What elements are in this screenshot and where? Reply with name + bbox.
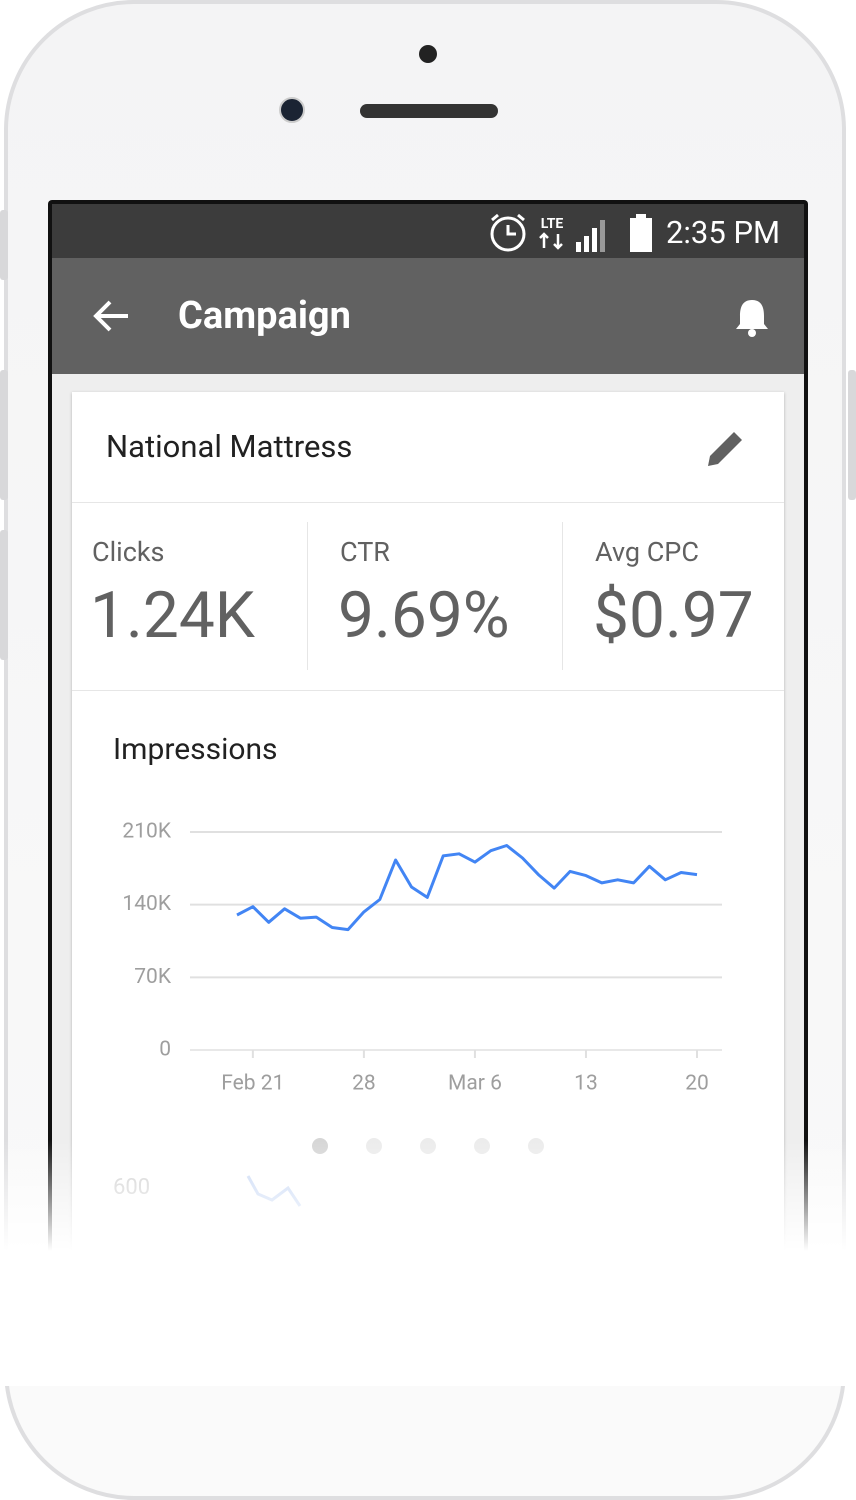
metric-label: CTR xyxy=(340,536,390,568)
network-type: LTE xyxy=(541,216,564,232)
app-bar-title: Campaign xyxy=(178,294,351,338)
side-button xyxy=(848,370,856,500)
x-tick-label: Mar 6 xyxy=(448,1072,502,1096)
divider xyxy=(72,690,784,691)
side-button xyxy=(0,210,8,280)
back-button[interactable] xyxy=(92,298,132,334)
status-bar: LTE 2:35 PM xyxy=(52,204,804,258)
y-tick-label: 210K xyxy=(122,820,171,844)
card-title: National Mattress xyxy=(106,428,353,465)
metric-value: 9.69% xyxy=(338,578,510,653)
sensor xyxy=(419,45,437,63)
impressions-line xyxy=(236,844,698,932)
side-button xyxy=(0,530,8,660)
y-tick-label: 0 xyxy=(159,1038,171,1062)
x-tick-label: Feb 21 xyxy=(221,1072,284,1096)
edit-button[interactable] xyxy=(706,428,746,468)
x-tick-label: 20 xyxy=(685,1072,709,1096)
clock: 2:35 PM xyxy=(666,214,781,251)
divider xyxy=(307,522,308,670)
chart-title: Impressions xyxy=(113,732,278,767)
y-tick-label: 140K xyxy=(122,892,171,916)
side-button xyxy=(0,370,8,500)
divider xyxy=(562,522,563,670)
app-bar: Campaign xyxy=(52,258,804,374)
metric-value: $0.97 xyxy=(593,578,754,653)
y-tick-label: 70K xyxy=(134,965,172,989)
notifications-button[interactable] xyxy=(734,296,770,338)
speaker xyxy=(360,104,498,118)
x-tick-label: 28 xyxy=(352,1072,376,1096)
status-icons: LTE xyxy=(490,213,652,252)
metric-label: Clicks xyxy=(92,536,165,568)
metric-value: 1.24K xyxy=(90,578,255,653)
divider xyxy=(72,502,784,503)
metric-label: Avg CPC xyxy=(595,536,699,568)
fade xyxy=(0,1140,856,1386)
x-tick-label: 13 xyxy=(574,1072,598,1096)
front-camera xyxy=(279,97,305,123)
